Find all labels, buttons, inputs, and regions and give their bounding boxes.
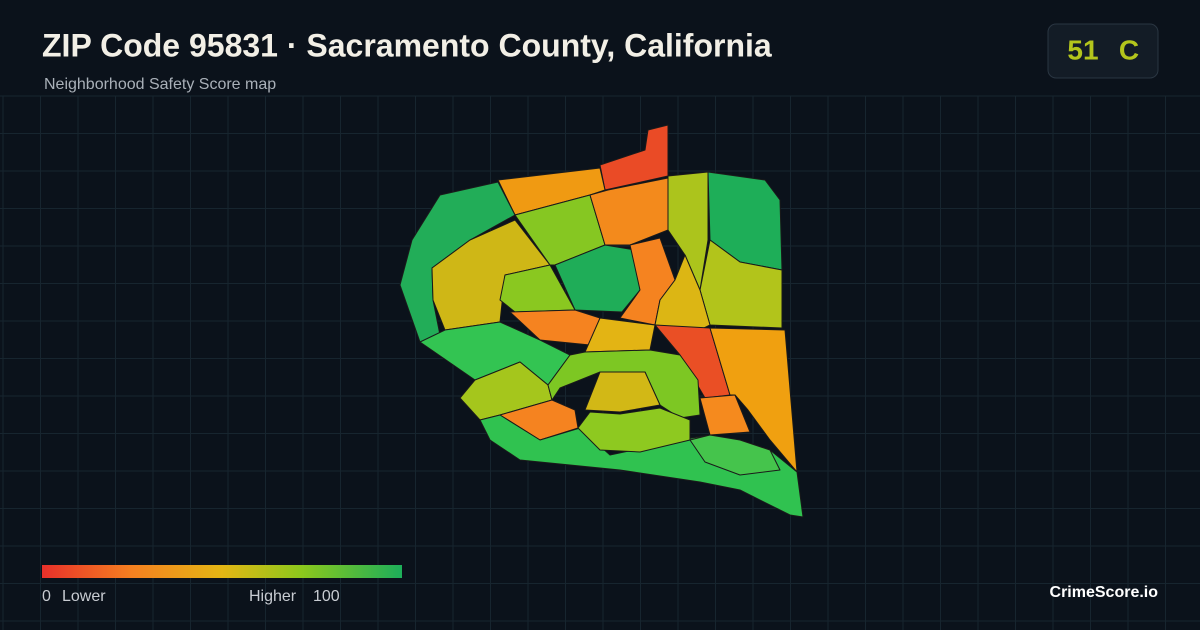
area (689, 434, 781, 476)
zip-map (399, 124, 804, 518)
area (699, 394, 751, 436)
legend-min-label: Lower (62, 588, 106, 605)
area (577, 407, 691, 453)
score-grade: C (1119, 34, 1139, 65)
score-value: 51 (1067, 34, 1098, 65)
area (584, 371, 661, 413)
score-badge (1047, 23, 1159, 79)
legend-gradient (42, 565, 402, 578)
legend-max-label: Higher (249, 588, 297, 605)
brand: CrimeScore.io (1050, 584, 1159, 601)
legend-max: 100 (313, 588, 340, 605)
subtitle: Neighborhood Safety Score map (44, 76, 276, 93)
legend-min: 0 (42, 588, 51, 605)
title: ZIP Code 95831 · Sacramento County, Cali… (42, 27, 772, 63)
